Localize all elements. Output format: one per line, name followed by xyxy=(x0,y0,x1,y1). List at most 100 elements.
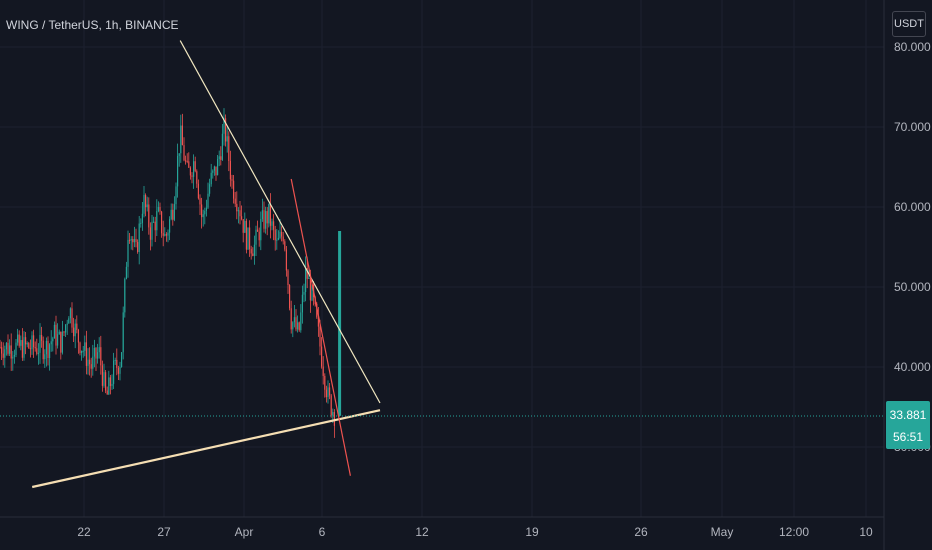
candle-body xyxy=(277,237,279,240)
candle-body xyxy=(233,180,235,199)
time-tick-label: Apr xyxy=(235,525,254,539)
trendline[interactable] xyxy=(179,40,381,404)
candle-body xyxy=(269,203,271,226)
candle-body xyxy=(36,348,38,354)
candle-body xyxy=(23,337,25,358)
candle-body xyxy=(2,353,4,358)
price-tick-label: 70.000 xyxy=(894,120,931,134)
candle-body xyxy=(237,210,239,212)
candle-body xyxy=(130,239,132,241)
candle-body xyxy=(69,308,71,319)
candle-body xyxy=(266,211,268,224)
candle-body xyxy=(305,268,307,293)
candle-body xyxy=(105,372,107,391)
candle-body xyxy=(135,239,137,243)
candle-body xyxy=(132,239,134,243)
candle-body xyxy=(241,216,243,220)
candle-body xyxy=(10,345,12,359)
candle-body xyxy=(58,331,60,335)
candle-body xyxy=(106,390,108,395)
candle-body xyxy=(234,198,236,204)
candle-body xyxy=(143,195,145,214)
candle-body xyxy=(244,220,246,233)
candle-body xyxy=(164,234,166,236)
candle-body xyxy=(44,354,46,360)
time-tick-label: 12 xyxy=(415,525,429,539)
candle-body xyxy=(207,193,209,208)
candle-body xyxy=(124,278,126,313)
candle-body xyxy=(61,331,63,353)
candle-body xyxy=(1,347,3,354)
candle-body xyxy=(12,356,14,359)
candle-body xyxy=(293,317,295,323)
candle-body xyxy=(18,334,20,346)
candle-body xyxy=(333,412,335,426)
currency-unit-button[interactable]: USDT xyxy=(892,11,926,37)
candle-body xyxy=(199,198,201,205)
candle-body xyxy=(119,367,121,374)
candle-body xyxy=(28,343,30,349)
candle-body xyxy=(249,227,251,250)
symbol-title[interactable]: WING / TetherUS, 1h, BINANCE xyxy=(6,18,179,32)
candle-body xyxy=(148,204,150,228)
candle-body xyxy=(186,160,188,162)
candle-body xyxy=(85,342,87,366)
trendline[interactable] xyxy=(290,178,351,476)
time-tick-label: May xyxy=(711,525,734,539)
time-tick-label: 27 xyxy=(157,525,171,539)
time-tick-label: 6 xyxy=(319,525,326,539)
candle-body xyxy=(210,172,212,185)
candle-body xyxy=(306,268,308,279)
candle-body xyxy=(201,204,203,218)
candle-body xyxy=(225,118,227,142)
time-axis[interactable]: 22 27 Apr 6 12 19 26 May 12:00 10 xyxy=(77,525,873,539)
candle-body xyxy=(159,206,161,212)
candle-body xyxy=(271,221,273,226)
price-tick-label: 50.000 xyxy=(894,280,931,294)
candle-body xyxy=(60,331,62,353)
candle-body xyxy=(108,377,110,395)
candle-body xyxy=(212,170,214,173)
candle-body xyxy=(213,166,215,171)
candle-body xyxy=(117,367,119,374)
time-tick-label: 26 xyxy=(634,525,648,539)
candle-body xyxy=(261,210,263,219)
last-price-value: 33.881 xyxy=(889,408,927,422)
candle-body xyxy=(146,204,148,208)
candle-body xyxy=(183,145,185,161)
candle-body xyxy=(98,347,100,353)
candle-body xyxy=(290,308,292,330)
candle-body xyxy=(242,219,244,233)
candle-body xyxy=(282,236,284,242)
candle-body xyxy=(4,349,6,358)
candle-body xyxy=(226,136,228,142)
trendline[interactable] xyxy=(31,409,381,489)
candle-body xyxy=(329,387,331,396)
candle-body xyxy=(255,229,257,245)
candle-body xyxy=(165,234,167,236)
candles xyxy=(0,108,342,438)
candle-body xyxy=(5,342,7,350)
candle-body xyxy=(295,317,297,330)
candle-body xyxy=(29,348,31,350)
candle-body xyxy=(156,211,158,231)
candle-body xyxy=(162,233,164,236)
candle-body xyxy=(52,338,54,342)
candle-body xyxy=(65,324,67,333)
candle-body xyxy=(50,341,52,345)
candle-body xyxy=(173,204,175,220)
candle-body xyxy=(31,335,33,350)
candle-body xyxy=(113,360,115,384)
candle-body xyxy=(188,161,190,168)
candle-body xyxy=(177,155,179,187)
candle-body xyxy=(300,312,302,331)
candle-body xyxy=(172,209,174,220)
candle-body xyxy=(175,186,177,205)
candle-body xyxy=(87,359,89,366)
price-tick-label: 80.000 xyxy=(894,40,931,54)
candle-body xyxy=(53,324,55,339)
candle-body xyxy=(311,284,313,301)
candle-body xyxy=(9,345,11,354)
